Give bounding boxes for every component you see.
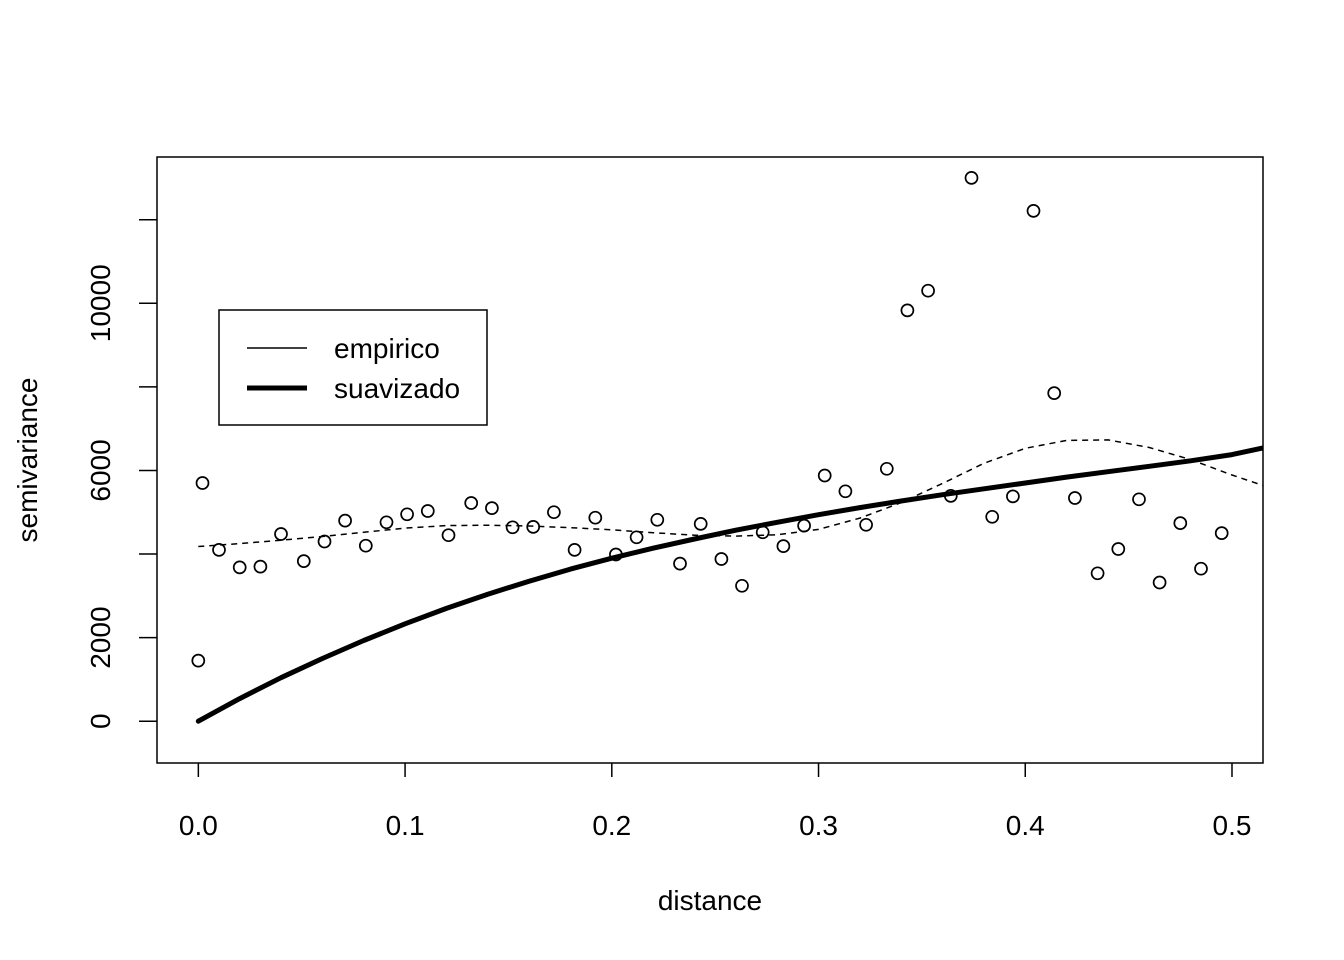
data-point — [505, 520, 520, 535]
data-point — [191, 653, 206, 668]
data-point — [317, 534, 332, 549]
data-point — [338, 513, 352, 528]
data-point — [650, 512, 665, 527]
legend-box — [218, 309, 488, 426]
series-lines — [195, 439, 1263, 724]
data-point — [441, 528, 456, 543]
data-point — [735, 578, 749, 593]
data-points — [191, 171, 1229, 668]
x-axis-title: distance — [658, 885, 762, 916]
y-axis-title: semivariance — [12, 378, 43, 543]
data-point — [609, 547, 623, 562]
data-point — [1214, 526, 1229, 540]
legend: empirico suavizado — [218, 309, 488, 426]
data-point — [567, 543, 582, 557]
x-tick-label: 0.4 — [1006, 810, 1045, 841]
data-point — [588, 510, 603, 525]
data-point — [464, 496, 479, 510]
data-point — [921, 283, 935, 298]
data-point — [274, 527, 288, 541]
data-point — [714, 552, 729, 566]
data-point — [547, 505, 561, 520]
data-point — [859, 517, 873, 532]
data-point — [1047, 386, 1062, 400]
x-tick-label: 0.3 — [799, 810, 838, 841]
data-point — [400, 507, 414, 522]
data-point — [379, 515, 394, 530]
series-line-dashed — [198, 439, 1263, 548]
data-point — [358, 538, 373, 553]
data-point — [817, 468, 832, 483]
x-tick-label: 0.1 — [386, 810, 425, 841]
data-point — [1090, 566, 1105, 581]
data-point — [755, 525, 770, 540]
data-point — [900, 303, 915, 318]
data-point — [943, 489, 958, 503]
x-axis: 0.0 0.1 0.2 0.3 0.4 0.5 — [179, 763, 1252, 841]
y-tick-label: 2000 — [85, 606, 116, 668]
data-point — [1152, 575, 1167, 590]
data-point — [232, 560, 247, 575]
data-point — [629, 530, 644, 545]
plot-frame — [156, 156, 1264, 764]
data-point — [420, 504, 435, 518]
data-point — [838, 484, 853, 499]
data-point — [1111, 542, 1126, 556]
data-point — [985, 509, 1000, 524]
y-tick-label: 10000 — [85, 264, 116, 342]
x-tick-label: 0.0 — [179, 810, 218, 841]
data-point — [195, 476, 210, 490]
data-point — [1132, 492, 1146, 507]
data-point — [212, 543, 226, 557]
data-point — [673, 556, 687, 571]
y-tick-label: 0 — [85, 713, 116, 729]
data-point — [1006, 489, 1020, 504]
data-point — [1173, 516, 1188, 530]
data-point — [296, 554, 311, 568]
data-point — [1068, 491, 1082, 505]
legend-label-suavizado: suavizado — [334, 373, 460, 404]
data-point — [1026, 204, 1041, 218]
data-point — [526, 520, 541, 534]
legend-label-empirico: empirico — [334, 333, 440, 364]
data-point — [485, 501, 499, 515]
x-tick-label: 0.2 — [592, 810, 631, 841]
y-tick-label: 6000 — [85, 439, 116, 501]
data-point — [1194, 561, 1208, 576]
data-point — [879, 461, 894, 476]
data-point — [693, 517, 708, 531]
x-tick-label: 0.5 — [1213, 810, 1252, 841]
data-point — [797, 518, 811, 533]
data-point — [253, 559, 268, 574]
y-axis: 0 2000 6000 10000 — [85, 218, 157, 729]
data-point — [776, 539, 791, 553]
series-line-thick — [195, 445, 1263, 724]
data-point — [964, 171, 979, 185]
